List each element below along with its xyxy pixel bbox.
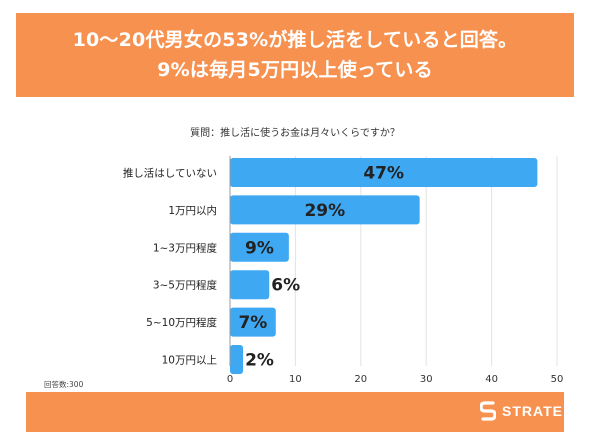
strate-s-logo-icon xyxy=(480,401,496,421)
category-label: 3~5万円程度 xyxy=(153,279,218,292)
category-label: 5~10万円程度 xyxy=(146,316,217,329)
x-tick-label: 20 xyxy=(354,374,367,385)
category-label: 10万円以上 xyxy=(162,355,217,367)
respondent-count: 回答数:300 xyxy=(44,380,84,389)
value-label: 29% xyxy=(304,201,345,221)
logo-text: STRATE xyxy=(502,403,563,419)
bar xyxy=(230,195,420,225)
bar xyxy=(230,232,289,262)
bar xyxy=(230,270,270,300)
bar xyxy=(230,307,276,337)
value-label: 47% xyxy=(363,164,404,184)
bar xyxy=(230,158,538,187)
question-text: 質問：推し活に使うお金は月々いくらですか？ xyxy=(190,128,400,139)
brand-logo: STRATE xyxy=(480,398,563,424)
x-tick-label: 0 xyxy=(227,374,233,385)
value-label: 9% xyxy=(245,238,274,258)
bar xyxy=(230,345,244,374)
x-tick-label: 30 xyxy=(420,374,433,385)
title-banner: 10〜20代男女の53%が推し活をしていると回答。 9%は毎月5万円以上使ってい… xyxy=(16,13,574,97)
category-label: 推し活はしていない xyxy=(123,167,217,180)
x-tick-label: 50 xyxy=(551,374,564,385)
value-label: 7% xyxy=(238,313,267,333)
category-label: 1~3万円程度 xyxy=(153,241,218,254)
title-line-1: 10〜20代男女の53%が推し活をしていると回答。 xyxy=(72,29,518,51)
value-label: 2% xyxy=(245,351,274,371)
title-line-2: 9%は毎月5万円以上使っている xyxy=(157,59,433,81)
x-tick-label: 10 xyxy=(289,374,302,385)
footer-bar xyxy=(26,392,564,432)
x-tick-label: 40 xyxy=(485,374,498,385)
category-label: 1万円以内 xyxy=(168,204,217,217)
value-label: 6% xyxy=(271,276,300,296)
